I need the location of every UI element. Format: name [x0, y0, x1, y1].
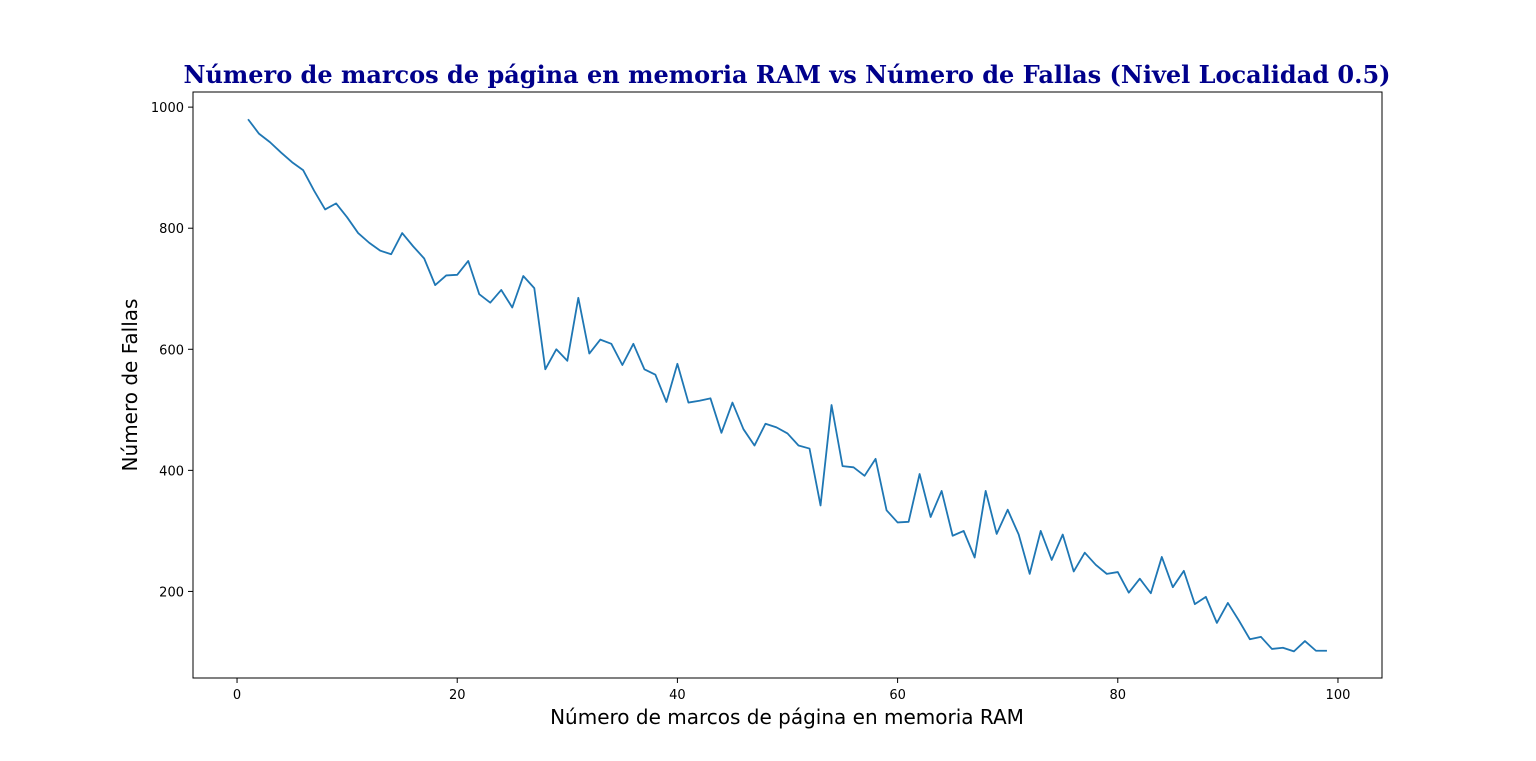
x-tick-label: 40 — [669, 688, 686, 703]
y-tick-label: 600 — [159, 343, 184, 358]
x-tick-label: 80 — [1110, 688, 1127, 703]
y-tick-label: 800 — [159, 222, 184, 237]
y-tick-label: 200 — [159, 585, 184, 600]
plot-area — [192, 91, 1383, 679]
x-axis-label: Número de marcos de página en memoria RA… — [550, 705, 1024, 729]
chart-title: Número de marcos de página en memoria RA… — [184, 60, 1391, 89]
y-tick-label: 1000 — [151, 101, 184, 116]
y-tick-label: 400 — [159, 464, 184, 479]
x-tick-label: 60 — [889, 688, 906, 703]
x-axis-ticks: 0 20 40 60 80 100 — [233, 678, 1350, 703]
x-tick-label: 0 — [233, 688, 241, 703]
y-axis-label: Número de Fallas — [118, 299, 142, 472]
x-tick-label: 100 — [1326, 688, 1351, 703]
y-axis-ticks: 200 400 600 800 1000 — [151, 101, 193, 600]
series-line — [247, 118, 1327, 653]
x-tick-label: 20 — [449, 688, 466, 703]
